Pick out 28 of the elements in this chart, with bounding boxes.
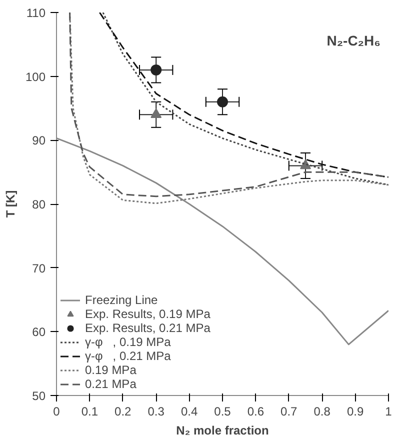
legend-label: γ-φ , 0.19 MPa [85,335,171,349]
x-tick-label: 0.5 [214,404,232,418]
x-tick-label: 0.2 [114,404,132,418]
legend-label: Exp. Results, 0.19 MPa [85,307,210,321]
text: N₂-C₂H₆ [326,32,381,48]
x-tick-label: 0.7 [280,404,298,418]
legend-label: γ-φ , 0.21 MPa [85,349,171,363]
x-tick-label: 0.9 [346,404,364,418]
y-tick-label: 80 [32,198,46,212]
y-tick-label: 110 [26,6,46,20]
x-tick-label: 0.8 [314,404,331,418]
y-tick-label: 100 [25,70,46,84]
y-tick-label: 60 [32,325,46,340]
legend-label: 0.19 MPa [85,363,136,377]
x-axis-title: N₂ mole fraction [176,424,269,438]
legend-label: Exp. Results, 0.21 MPa [85,321,210,335]
y-tick-label: 90 [32,134,46,148]
y-axis-title: T [K] [3,190,18,218]
x-tick-label: 0.4 [180,404,198,418]
y-tick-label: 70 [32,261,46,276]
x-tick-label: 1 [385,404,392,418]
x-tick-label: 0.6 [247,404,264,418]
x-tick-label: 0.1 [81,404,98,418]
x-tick-label: 0.3 [148,404,165,418]
x-tick-label: 0 [53,404,60,418]
legend-label: Freezing Line [85,293,158,307]
y-tick-label: 50 [32,389,46,403]
legend-label: 0.21 MPa [85,377,136,391]
